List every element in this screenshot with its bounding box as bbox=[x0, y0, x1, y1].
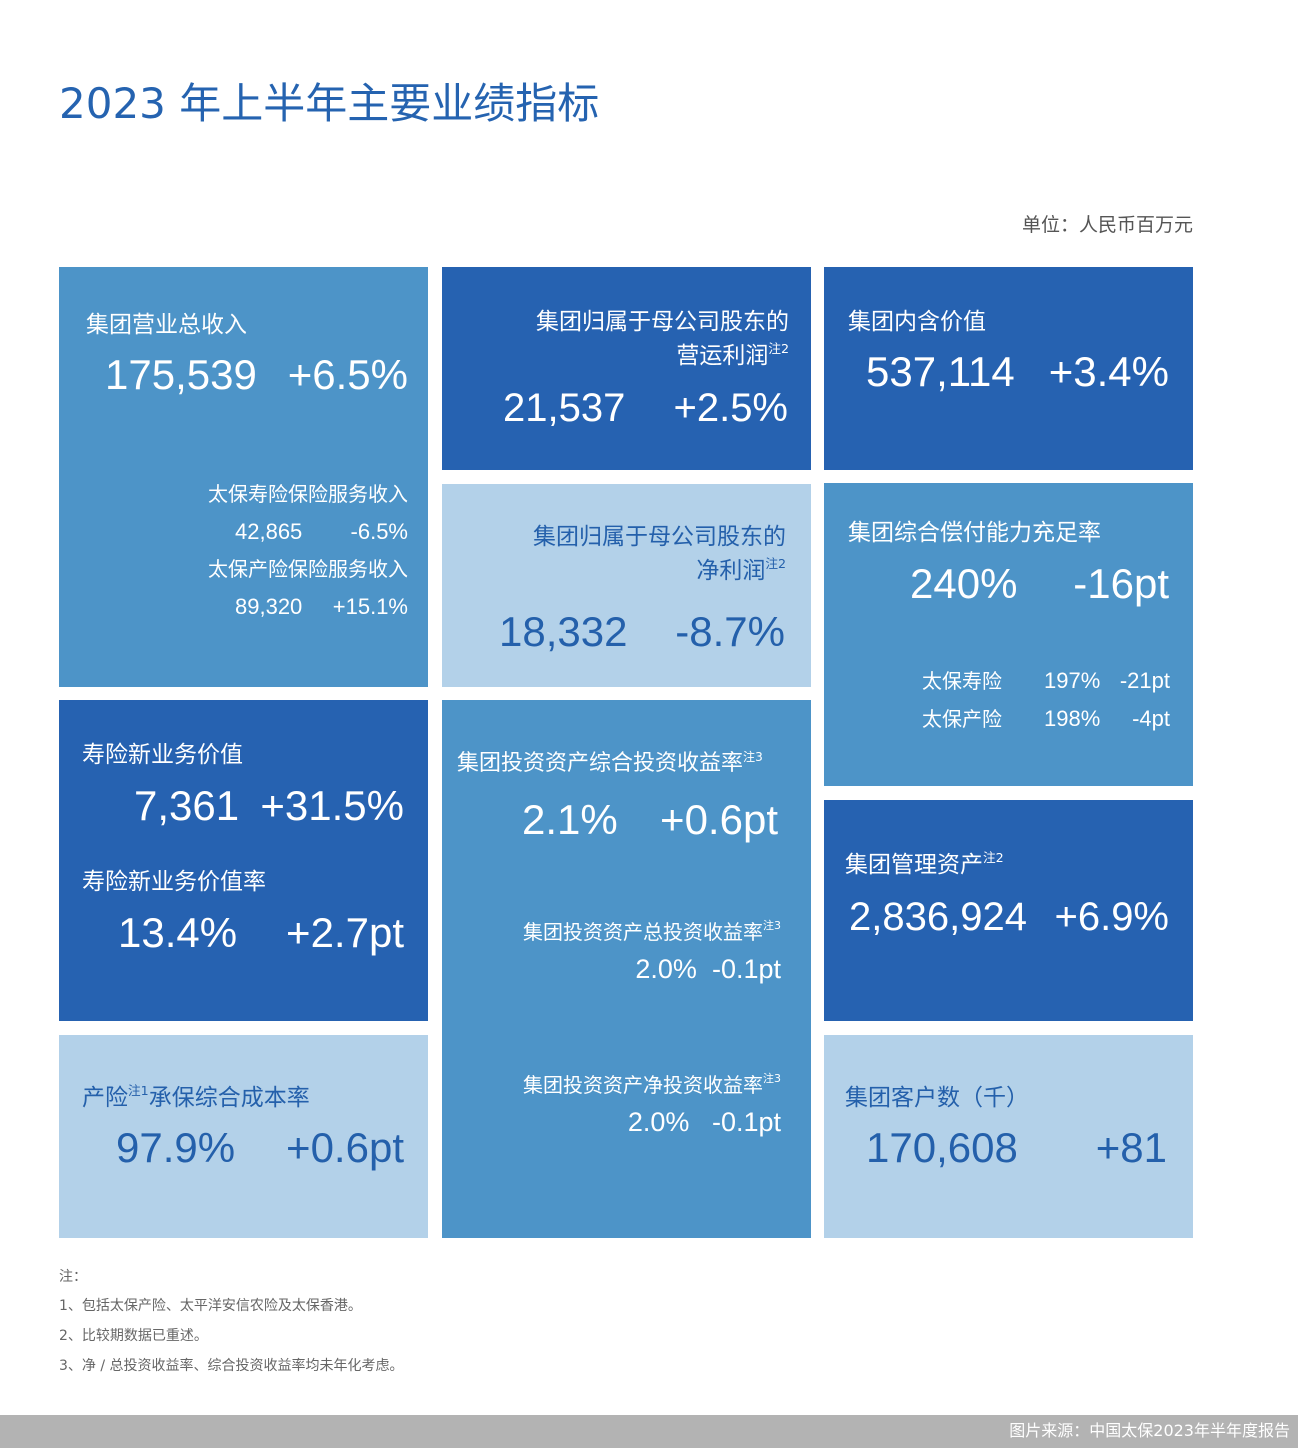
nbv-margin-change: +2.7pt bbox=[286, 909, 404, 956]
nbv-value: 7,361 bbox=[134, 782, 240, 829]
life-revenue-value: 42,865 bbox=[235, 519, 303, 544]
tile-revenue bbox=[59, 267, 428, 687]
label-text: 净利润 bbox=[696, 558, 766, 584]
operating-profit-value: 21,537 bbox=[503, 386, 626, 430]
tile-combined-ratio bbox=[59, 1035, 428, 1238]
page-title: 2023 年上半年主要业绩指标 bbox=[59, 79, 600, 128]
net-profit-value: 18,332 bbox=[499, 608, 628, 655]
label-text: 承保综合成本率 bbox=[148, 1085, 310, 1111]
tile-customers bbox=[824, 1035, 1193, 1238]
pc-revenue-value: 89,320 bbox=[235, 594, 303, 619]
tile-operating-profit bbox=[442, 267, 811, 470]
total-investment-label: 集团投资资产总投资收益率注3 bbox=[523, 919, 781, 944]
net-investment-values: 2.0% -0.1pt bbox=[628, 1109, 781, 1136]
embedded-value-label: 集团内含价值 bbox=[848, 309, 986, 335]
investment-label: 集团投资资产综合投资收益率注3 bbox=[457, 750, 763, 776]
total-investment-value: 2.0% bbox=[635, 954, 697, 984]
footnote-ref: 注2 bbox=[768, 341, 789, 356]
total-investment-values: 2.0% -0.1pt bbox=[635, 956, 781, 983]
aum-change: +6.9% bbox=[1054, 895, 1169, 939]
tile-net-profit bbox=[442, 484, 811, 687]
tile-nbv bbox=[59, 700, 428, 1021]
nbv-change: +31.5% bbox=[260, 782, 404, 829]
combined-ratio-label: 产险注1承保综合成本率 bbox=[82, 1084, 310, 1111]
revenue-label: 集团营业总收入 bbox=[86, 312, 247, 338]
tile-embedded-value bbox=[824, 267, 1193, 470]
solvency-life-label: 太保寿险 bbox=[922, 669, 1002, 693]
embedded-value-value: 537,114 bbox=[866, 348, 1015, 395]
pc-revenue-change: +15.1% bbox=[332, 594, 408, 619]
solvency-life-value: 197% bbox=[1044, 668, 1101, 693]
solvency-label: 集团综合偿付能力充足率 bbox=[848, 520, 1101, 546]
life-revenue-change: -6.5% bbox=[350, 519, 408, 544]
solvency-change: -16pt bbox=[1073, 560, 1169, 607]
footnote-ref: 注2 bbox=[983, 850, 1004, 865]
unit-label: 单位：人民币百万元 bbox=[1021, 214, 1193, 236]
aum-label: 集团管理资产注2 bbox=[845, 851, 1004, 878]
investment-change: +0.6pt bbox=[660, 796, 778, 843]
solvency-pc-value: 198% bbox=[1044, 706, 1101, 731]
total-investment-change: -0.1pt bbox=[711, 954, 781, 984]
nbv-margin-label: 寿险新业务价值率 bbox=[82, 869, 266, 895]
net-investment-label: 集团投资资产净投资收益率注3 bbox=[523, 1072, 781, 1097]
net-profit-change: -8.7% bbox=[675, 608, 785, 655]
tile-aum bbox=[824, 800, 1193, 1021]
tile-solvency bbox=[824, 483, 1193, 786]
embedded-value-change: +3.4% bbox=[1048, 348, 1169, 395]
net-profit-label: 集团归属于母公司股东的 bbox=[533, 524, 786, 550]
investment-value: 2.1% bbox=[522, 796, 618, 843]
footnote-ref: 注3 bbox=[743, 750, 763, 764]
net-investment-value: 2.0% bbox=[627, 1107, 690, 1137]
operating-profit-change: +2.5% bbox=[673, 386, 788, 430]
customers-value: 170,608 bbox=[866, 1124, 1018, 1171]
label-text: 集团投资资产总投资收益率 bbox=[523, 920, 763, 944]
tile-investment bbox=[442, 700, 811, 1238]
net-investment-change: -0.1pt bbox=[711, 1107, 781, 1137]
nbv-label: 寿险新业务价值 bbox=[82, 742, 243, 768]
aum-value: 2,836,924 bbox=[849, 895, 1027, 939]
notes-heading: 注： bbox=[59, 1269, 87, 1285]
revenue-change: +6.5% bbox=[287, 351, 408, 398]
note-2: 2、比较期数据已重述。 bbox=[59, 1328, 208, 1344]
label-text: 产险 bbox=[82, 1085, 128, 1111]
solvency-pc-change: -4pt bbox=[1132, 706, 1170, 731]
pc-revenue-label: 太保产险保险服务收入 bbox=[208, 557, 408, 581]
combined-ratio-change: +0.6pt bbox=[286, 1124, 404, 1171]
note-3: 3、净 / 总投资收益率、综合投资收益率均未年化考虑。 bbox=[59, 1358, 404, 1374]
operating-profit-label-2: 营运利润注2 bbox=[676, 342, 789, 369]
footer-bar: 图片来源：中国太保2023年半年度报告 bbox=[0, 1415, 1298, 1448]
life-revenue-label: 太保寿险保险服务收入 bbox=[208, 482, 408, 506]
footnote-ref: 注1 bbox=[128, 1083, 149, 1098]
label-text: 集团管理资产 bbox=[845, 852, 983, 878]
label-text: 集团投资资产综合投资收益率 bbox=[457, 751, 744, 776]
nbv-margin-value: 13.4% bbox=[118, 909, 238, 956]
solvency-value: 240% bbox=[910, 560, 1018, 607]
combined-ratio-value: 97.9% bbox=[116, 1124, 236, 1171]
footnote-ref: 注3 bbox=[763, 919, 781, 932]
customers-label: 集团客户数（千） bbox=[845, 1085, 1029, 1111]
footnote-ref: 注2 bbox=[765, 556, 786, 571]
solvency-life-change: -21pt bbox=[1119, 668, 1170, 693]
net-profit-label-2: 净利润注2 bbox=[696, 557, 786, 584]
footnote-ref: 注3 bbox=[763, 1072, 781, 1085]
label-text: 营运利润 bbox=[676, 343, 769, 369]
customers-change: +81 bbox=[1095, 1124, 1167, 1171]
label-text: 集团投资资产净投资收益率 bbox=[523, 1073, 763, 1097]
revenue-value: 175,539 bbox=[105, 351, 257, 398]
solvency-pc-label: 太保产险 bbox=[922, 707, 1002, 731]
operating-profit-label: 集团归属于母公司股东的 bbox=[536, 309, 789, 335]
note-1: 1、包括太保产险、太平洋安信农险及太保香港。 bbox=[59, 1298, 362, 1314]
source-caption: 图片来源：中国太保2023年半年度报告 bbox=[1009, 1421, 1290, 1440]
